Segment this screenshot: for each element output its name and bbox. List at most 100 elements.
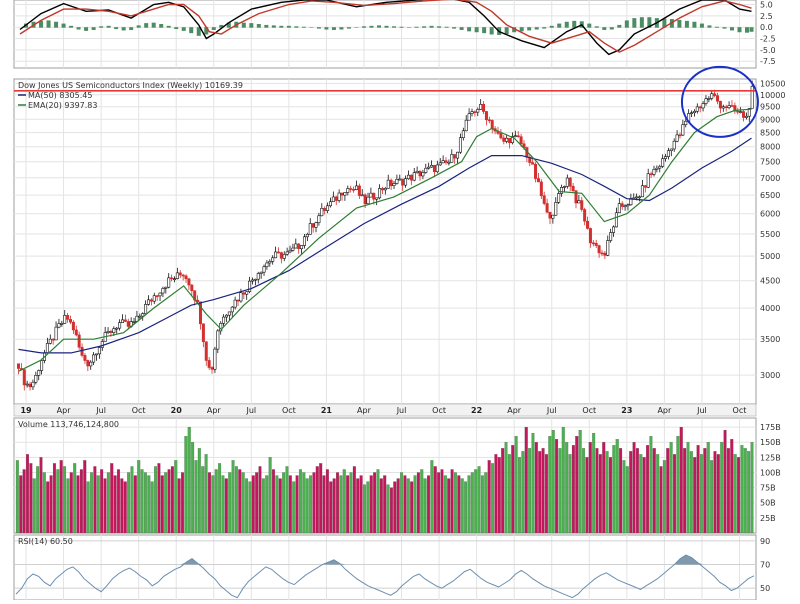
candle-body bbox=[447, 161, 451, 164]
volume-bar bbox=[93, 466, 97, 534]
candle-body bbox=[253, 278, 257, 281]
volume-bar bbox=[588, 442, 592, 534]
candle-body bbox=[458, 137, 462, 153]
candle-body bbox=[638, 196, 642, 199]
candle-body bbox=[386, 179, 390, 189]
price-panel-frame bbox=[13, 78, 757, 405]
candle-body bbox=[658, 166, 662, 169]
candle-body bbox=[652, 169, 656, 175]
candle-body bbox=[482, 104, 486, 112]
candle-body bbox=[311, 223, 315, 228]
price-tick-label: 4000 bbox=[760, 304, 780, 313]
candle-body bbox=[230, 306, 234, 313]
candle-body bbox=[424, 167, 428, 173]
volume-bar bbox=[433, 466, 437, 534]
volume-bar bbox=[440, 469, 444, 534]
macd-histogram-bar bbox=[61, 23, 66, 28]
volume-bar bbox=[346, 475, 350, 534]
volume-bar bbox=[73, 463, 77, 534]
volume-bar bbox=[288, 475, 292, 534]
candle-body bbox=[224, 314, 228, 318]
candle-body bbox=[276, 251, 280, 254]
candle-body bbox=[138, 315, 142, 318]
macd-macd-line bbox=[19, 0, 752, 56]
x-tick-label: Jul bbox=[546, 406, 557, 415]
candle-body bbox=[66, 315, 70, 320]
macd-histogram-bar bbox=[114, 27, 119, 30]
volume-bar bbox=[147, 475, 151, 534]
candle-body bbox=[421, 172, 425, 177]
candle-body bbox=[17, 363, 21, 369]
candle-body bbox=[684, 120, 688, 126]
x-tick-label: 23 bbox=[621, 406, 632, 415]
candle-body bbox=[34, 375, 38, 383]
candle-body bbox=[40, 360, 44, 371]
volume-bar bbox=[140, 469, 144, 534]
volume-bar bbox=[696, 445, 700, 534]
volume-bar bbox=[339, 475, 343, 534]
volume-bar bbox=[309, 475, 313, 534]
macd-histogram-bar bbox=[662, 18, 667, 28]
macd-tick-label: -5.0 bbox=[760, 46, 776, 55]
candle-body bbox=[583, 209, 587, 222]
volume-bar bbox=[652, 448, 656, 534]
candle-body bbox=[170, 277, 174, 280]
volume-bar bbox=[450, 469, 454, 534]
volume-bar bbox=[686, 442, 690, 534]
volume-bar bbox=[420, 469, 424, 534]
volume-bar bbox=[184, 436, 188, 534]
candle-body bbox=[268, 261, 272, 264]
candle-body bbox=[144, 304, 148, 314]
candle-body bbox=[86, 360, 90, 367]
candle-body bbox=[360, 194, 364, 197]
volume-bar bbox=[737, 457, 741, 534]
volume-bar bbox=[706, 442, 710, 534]
candle-body bbox=[83, 355, 87, 361]
volume-bar bbox=[443, 475, 447, 534]
candle-body bbox=[288, 249, 292, 253]
volume-bar bbox=[494, 454, 498, 534]
macd-histogram-bar bbox=[744, 27, 749, 33]
volume-bar bbox=[383, 475, 387, 534]
volume-title: Volume 113,746,124,800 bbox=[18, 420, 119, 429]
macd-histogram-bar bbox=[99, 26, 104, 28]
volume-bar bbox=[646, 445, 650, 534]
x-tick-label: Apr bbox=[207, 406, 222, 415]
volume-bar bbox=[544, 454, 548, 534]
volume-bar bbox=[555, 439, 559, 534]
candle-body bbox=[450, 154, 454, 163]
candle-body bbox=[161, 288, 165, 294]
candle-body bbox=[392, 183, 396, 186]
volume-bar bbox=[615, 439, 619, 534]
volume-bar bbox=[258, 466, 262, 534]
macd-histogram-bar bbox=[369, 25, 374, 28]
price-tick-label: 8000 bbox=[760, 143, 780, 152]
candle-body bbox=[398, 178, 402, 181]
macd-histogram-bar bbox=[39, 20, 44, 28]
volume-bar bbox=[19, 475, 23, 534]
candle-body bbox=[68, 319, 72, 323]
volume-bar bbox=[157, 463, 161, 534]
volume-bar bbox=[113, 475, 117, 534]
candle-body bbox=[349, 188, 353, 190]
candle-body bbox=[678, 134, 682, 137]
candle-body bbox=[461, 130, 465, 138]
volume-bar bbox=[487, 460, 491, 534]
volume-bar bbox=[177, 478, 181, 534]
candle-body bbox=[710, 93, 714, 99]
candle-body bbox=[698, 106, 702, 109]
volume-bar bbox=[282, 472, 286, 534]
macd-histogram-bar bbox=[437, 26, 442, 28]
candle-body bbox=[37, 370, 41, 376]
candle-body bbox=[539, 181, 543, 197]
candle-body bbox=[438, 162, 442, 166]
macd-tick-label: 5.0 bbox=[760, 1, 773, 10]
candle-body bbox=[484, 111, 488, 121]
volume-bar bbox=[261, 478, 265, 534]
volume-bar bbox=[619, 448, 623, 534]
volume-bar bbox=[453, 472, 457, 534]
x-tick-label: Oct bbox=[132, 406, 146, 415]
price-tick-label: 6500 bbox=[760, 191, 780, 200]
macd-histogram-bar bbox=[519, 27, 524, 32]
